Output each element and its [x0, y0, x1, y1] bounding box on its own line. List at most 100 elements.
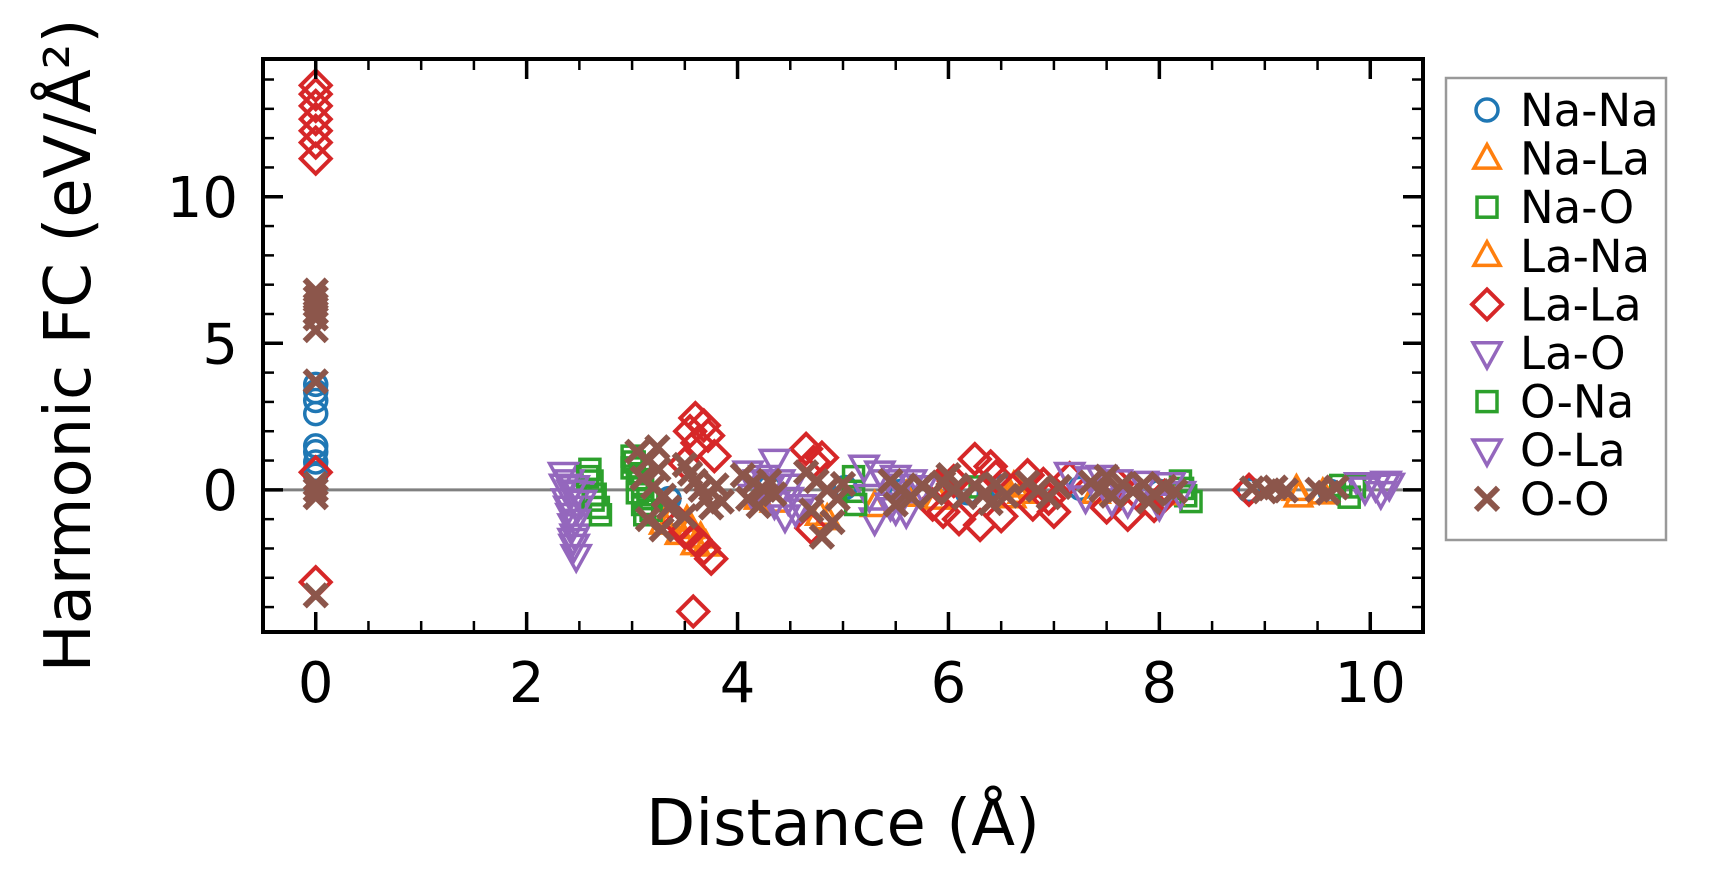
x-marker	[798, 497, 825, 524]
legend-item-La-O: La-O	[1470, 327, 1626, 380]
x-marker	[1473, 485, 1501, 512]
legend-label: O-La	[1520, 424, 1626, 477]
legend-item-La-Na: La-Na	[1471, 230, 1650, 283]
triangle-down-marker	[564, 489, 599, 521]
x-marker	[993, 482, 1020, 509]
triangle-down-marker	[1470, 341, 1504, 372]
legend-label: Na-Na	[1520, 84, 1659, 137]
y-tick-label: 10	[167, 166, 238, 231]
legend-label: Na-La	[1520, 133, 1650, 186]
triangle-down-marker	[558, 508, 593, 540]
x-axis-label: Distance (Å)	[646, 785, 1040, 861]
legend-label: Na-O	[1520, 181, 1634, 234]
x-tick-label: 0	[298, 651, 334, 716]
y-tick-label: 0	[202, 459, 238, 524]
triangle-down-marker	[852, 483, 887, 515]
circle-marker	[302, 400, 329, 427]
y-tick-label: 5	[202, 312, 238, 377]
x-tick-label: 10	[1335, 651, 1406, 716]
x-marker	[302, 316, 329, 344]
x-marker	[882, 491, 909, 518]
x-marker	[1323, 474, 1350, 501]
diamond-marker	[297, 124, 334, 161]
x-marker	[302, 476, 329, 504]
diamond-marker	[788, 430, 824, 467]
legend-item-O-O: O-O	[1473, 473, 1610, 526]
triangle-down-marker	[547, 473, 582, 505]
diamond-marker	[978, 458, 1014, 495]
x-marker	[671, 503, 698, 530]
x-marker	[761, 481, 788, 508]
diamond-marker	[696, 438, 733, 474]
diamond-marker	[1009, 457, 1046, 494]
x-marker	[935, 462, 962, 489]
plot-border	[261, 57, 1425, 634]
triangle-up-marker	[1471, 140, 1503, 170]
legend-item-Na-O: Na-O	[1475, 181, 1634, 234]
circle-marker	[1474, 97, 1500, 123]
diamond-marker	[297, 76, 334, 112]
diamond-marker	[297, 88, 334, 124]
series-La-La	[297, 67, 1267, 630]
x-marker	[1162, 478, 1189, 505]
circle-marker	[302, 387, 329, 414]
diamond-marker	[679, 425, 716, 461]
x-marker	[708, 488, 735, 515]
x-tick-label: 6	[931, 651, 967, 716]
square-marker	[841, 464, 866, 489]
diamond-marker	[1469, 286, 1505, 323]
x-marker	[644, 434, 671, 461]
diamond-marker	[675, 593, 712, 630]
x-tick-label: 4	[720, 651, 756, 716]
diamond-marker	[297, 140, 334, 177]
triangle-down-marker	[555, 479, 589, 510]
axis-ticks	[261, 59, 1425, 632]
diamond-marker	[956, 441, 993, 477]
x-marker	[302, 368, 329, 395]
square-marker	[1475, 389, 1499, 414]
x-marker	[645, 456, 672, 483]
diamond-marker	[297, 67, 334, 104]
triangle-down-marker	[757, 448, 792, 480]
triangle-down-marker	[556, 527, 590, 559]
triangle-down-marker	[1470, 438, 1504, 469]
diamond-marker	[685, 530, 722, 567]
x-marker	[808, 523, 836, 550]
diamond-marker	[1036, 494, 1072, 530]
triangle-down-marker	[1348, 476, 1382, 507]
triangle-up-marker	[1471, 238, 1503, 268]
legend-item-Na-Na: Na-Na	[1474, 84, 1659, 137]
diamond-marker	[941, 501, 977, 537]
x-marker	[1093, 463, 1120, 490]
legend-label: La-La	[1520, 278, 1642, 331]
triangle-down-marker	[1052, 461, 1087, 493]
legend-label: O-O	[1520, 473, 1610, 526]
circle-marker	[302, 449, 329, 475]
legend-label: O-Na	[1520, 376, 1634, 429]
legend-item-O-La: O-La	[1470, 424, 1626, 477]
x-marker	[977, 489, 1004, 517]
x-marker	[302, 484, 329, 511]
tick-labels: 0 2 4 6 8 10 0 5 10	[167, 166, 1406, 716]
x-marker	[829, 470, 857, 498]
legend-item-Na-La: Na-La	[1471, 133, 1650, 186]
x-tick-label: 2	[509, 651, 545, 716]
triangle-down-marker	[857, 507, 892, 538]
series-O-O	[302, 277, 1350, 609]
square-marker	[588, 503, 613, 527]
x-marker	[648, 516, 675, 543]
diamond-marker	[693, 540, 730, 577]
x-marker	[1272, 477, 1300, 504]
x-marker	[824, 485, 851, 512]
diamond-marker	[983, 498, 1020, 535]
x-tick-label: 8	[1142, 651, 1178, 716]
square-marker	[1475, 195, 1499, 219]
legend-label: La-Na	[1520, 230, 1650, 283]
diamond-marker	[297, 101, 334, 137]
circle-marker	[302, 371, 329, 398]
x-marker	[655, 494, 683, 521]
legend-item-La-La: La-La	[1469, 278, 1642, 331]
